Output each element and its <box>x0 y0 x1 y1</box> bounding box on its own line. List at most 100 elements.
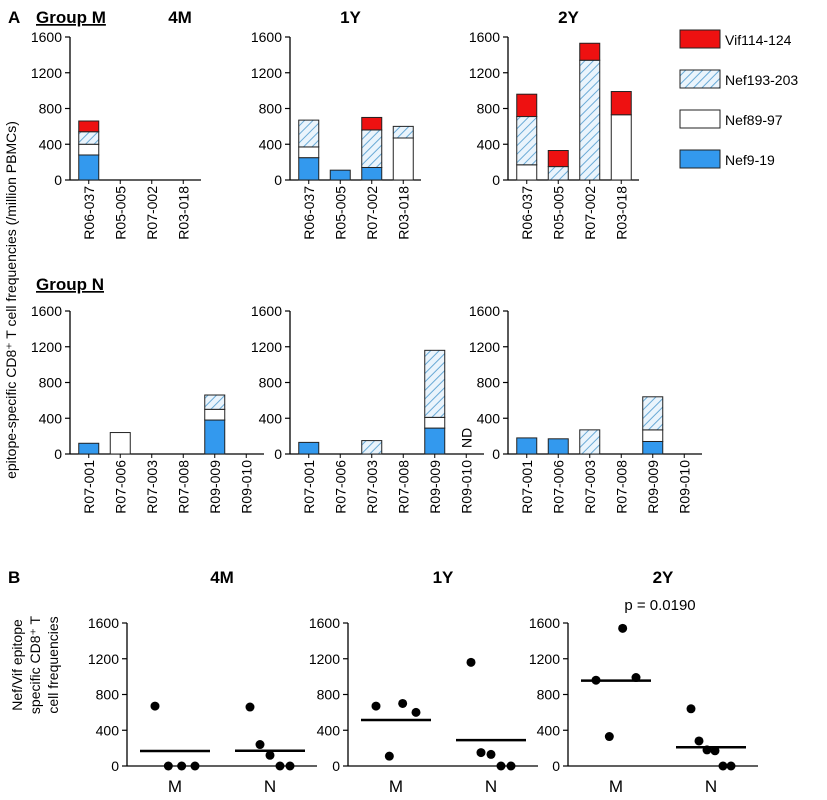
category-label: R03-018 <box>395 186 411 240</box>
scatter-point <box>496 761 506 771</box>
scatter-1-y-tick-label: 0 <box>332 758 340 774</box>
scatter-point <box>265 750 275 760</box>
scatter-0-y-tick-label: 1200 <box>88 651 119 667</box>
category-label: R07-001 <box>519 460 535 514</box>
scatter-panel-1y: 0 400 800 1200 1600 1Y M N <box>309 568 538 796</box>
bar-0-0-y-tick-label: 400 <box>39 136 63 152</box>
scatter-point <box>686 704 696 714</box>
bar-segment-nef9-19 <box>329 169 351 181</box>
bar-1-0-y-tick-label: 1200 <box>31 339 62 355</box>
plots: 0 400 800 1200 1600 4M R06-037 R05-005 R07-002 R0… <box>31 8 758 796</box>
scatter-point <box>398 698 408 708</box>
scatter-2-y-tick-label: 1200 <box>529 651 560 667</box>
category-label: R07-003 <box>582 460 598 514</box>
bar-0-2-y-tick-label: 400 <box>477 136 501 152</box>
scatter-2-y-tick-label: 1600 <box>529 615 560 631</box>
scatter-point <box>710 746 720 756</box>
category-label: R07-006 <box>112 460 128 514</box>
bar-1-1-y-tick-label: 800 <box>259 375 283 391</box>
category-label: R09-010 <box>458 460 474 514</box>
scatter-point <box>163 761 173 771</box>
scatter-point <box>718 761 728 771</box>
y-axis-label-a: epitope-specific CD8⁺ T cell frequencies… <box>3 121 19 479</box>
category-label: R07-003 <box>364 460 380 514</box>
bar-segment-nef89-97 <box>516 164 538 181</box>
bar-segment-nef9-19 <box>298 157 320 181</box>
bar-panel-group-n-4m: 0 400 800 1200 1600 R07-001 R07-006 R07-003 R07-… <box>31 303 264 514</box>
category-label: R09-010 <box>238 460 254 514</box>
bar-1-0-y-tick-label: 400 <box>39 410 63 426</box>
legend-swatch-vif114-124 <box>679 29 721 49</box>
category-label: R07-002 <box>144 186 160 240</box>
y-axis-label-b: Nef/Vif epitope specific CD8⁺ T cell fre… <box>9 615 61 714</box>
bar-segment-nef9-19 <box>78 154 100 181</box>
scatter-point <box>150 701 160 711</box>
category-label: R09-009 <box>645 460 661 514</box>
bar-panel-group-n-1y: 0 400 800 1200 1600 R07-001 R07-006 R07-003 R07-… <box>251 303 484 514</box>
category-label: R06-037 <box>81 186 97 240</box>
bar-segment-vif114-124 <box>361 116 383 131</box>
scatter-point <box>466 657 476 667</box>
scatter-point <box>726 761 736 771</box>
category-label: R07-002 <box>364 186 380 240</box>
scatter-point <box>285 761 295 771</box>
bar-segment-nef9-19 <box>204 419 226 455</box>
category-label: R07-008 <box>175 460 191 514</box>
bar-0-1-y-tick-label: 0 <box>274 172 282 188</box>
legend-label-vif114-124: Vif114-124 <box>725 32 792 48</box>
category-label: R09-010 <box>676 460 692 514</box>
scatter-2-y-tick-label: 800 <box>537 687 561 703</box>
category-label: R07-001 <box>81 460 97 514</box>
bar-segment-nef193-203 <box>424 349 446 418</box>
bar-1-0-y-tick-label: 0 <box>54 446 62 462</box>
bar-segment-nef89-97 <box>610 114 632 181</box>
svg-text:cell frequencies: cell frequencies <box>45 616 61 713</box>
bar-0-1-y-tick-label: 800 <box>259 101 283 117</box>
bar-segment-nef193-203 <box>392 125 414 139</box>
timepoint-title: 2Y <box>558 8 579 27</box>
scatter-point <box>275 761 285 771</box>
bar-0-1-y-tick-label: 1600 <box>251 29 282 45</box>
scatter-panel-2y: 0 400 800 1200 1600 2Y p = 0.0190 M N <box>529 568 758 796</box>
bar-segment-nef9-19 <box>516 437 538 455</box>
scatter-1-y-tick-label: 400 <box>317 722 341 738</box>
scatter-2-y-tick-label: 400 <box>537 722 561 738</box>
bar-0-2-y-tick-label: 1200 <box>469 65 500 81</box>
bar-panel-group-m-4m: 0 400 800 1200 1600 4M R06-037 R05-005 R07-002 R0… <box>31 8 201 240</box>
scatter-panel-4m: 0 400 800 1200 1600 4M M N <box>88 568 317 796</box>
category-label: R09-009 <box>207 460 223 514</box>
scatter-point <box>411 707 421 717</box>
bar-panel-group-n-2y: 0 400 800 1200 1600 R07-001 R07-006 R07-003 R07-… <box>469 303 702 514</box>
group-m-label: Group M <box>36 8 106 27</box>
scatter-point <box>177 761 187 771</box>
bar-segment-nef193-203 <box>547 166 569 181</box>
bar-0-0-y-tick-label: 1200 <box>31 65 62 81</box>
scatter-1-y-tick-label: 800 <box>317 687 341 703</box>
legend-label-nef193-203: Nef193-203 <box>725 72 798 88</box>
bar-1-2-y-tick-label: 0 <box>492 446 500 462</box>
scatter-point <box>384 751 394 761</box>
category-label: R03-018 <box>613 186 629 240</box>
category-label: R07-006 <box>550 460 566 514</box>
bar-segment-nef193-203 <box>361 129 383 168</box>
scatter-1-y-tick-label: 1600 <box>309 615 340 631</box>
bar-segment-vif114-124 <box>610 91 632 116</box>
scatter-point <box>506 761 516 771</box>
timepoint-title: 1Y <box>340 8 361 27</box>
scatter-0-y-tick-label: 1600 <box>88 615 119 631</box>
category-label: R07-001 <box>301 460 317 514</box>
bar-1-0-y-tick-label: 800 <box>39 375 63 391</box>
bar-0-1-y-tick-label: 1200 <box>251 65 282 81</box>
category-label: R07-008 <box>395 460 411 514</box>
scatter-category-n: N <box>264 777 276 796</box>
category-label: R07-006 <box>332 460 348 514</box>
category-label: R07-002 <box>582 186 598 240</box>
bar-1-2-y-tick-label: 400 <box>477 410 501 426</box>
bar-1-1-y-tick-label: 1200 <box>251 339 282 355</box>
group-n-label: Group N <box>36 275 104 294</box>
bar-1-2-y-tick-label: 1600 <box>469 303 500 319</box>
bar-1-1-y-tick-label: 400 <box>259 410 283 426</box>
scatter-2-y-tick-label: 0 <box>552 758 560 774</box>
panel-letter-b: B <box>8 568 20 587</box>
